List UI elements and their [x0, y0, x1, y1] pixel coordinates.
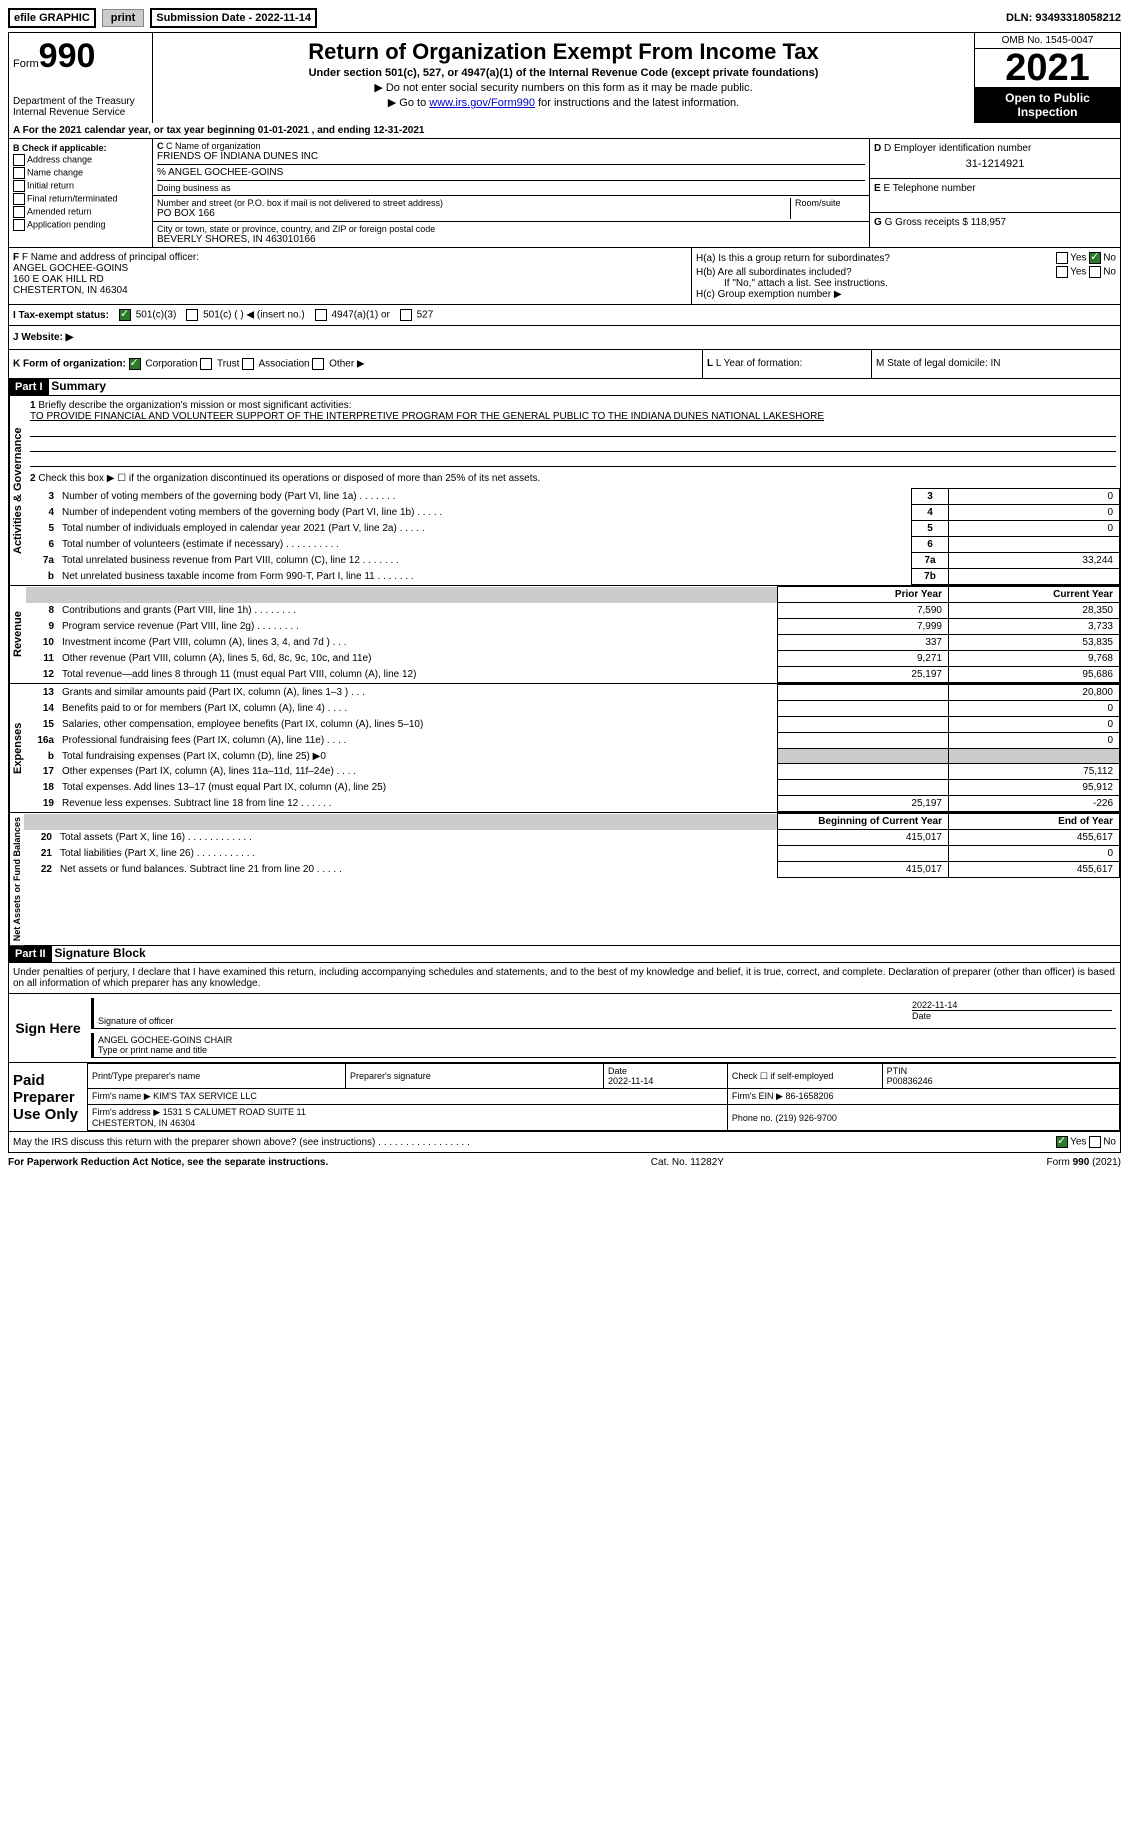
check-b: B Check if applicable: Address change Na…: [9, 139, 153, 247]
cb-pending[interactable]: Application pending: [13, 219, 148, 231]
submission-box: Submission Date - 2022-11-14: [150, 8, 317, 28]
dln: DLN: 93493318058212: [1006, 12, 1121, 24]
website-row: J Website: ▶: [8, 326, 1121, 350]
efile-label: efile GRAPHIC: [8, 8, 96, 28]
irs-link[interactable]: www.irs.gov/Form990: [429, 97, 535, 109]
form-header: Form990 Department of the Treasury Inter…: [8, 32, 1121, 123]
activities-governance: Activities & Governance 1 Briefly descri…: [8, 396, 1121, 586]
cb-name[interactable]: Name change: [13, 167, 148, 179]
cb-initial[interactable]: Initial return: [13, 180, 148, 192]
revenue-section: Revenue Prior YearCurrent Year8Contribut…: [8, 586, 1121, 684]
cb-final[interactable]: Final return/terminated: [13, 193, 148, 205]
paid-preparer-block: Paid Preparer Use Only Print/Type prepar…: [8, 1063, 1121, 1132]
part1-header: Part I Summary: [8, 379, 1121, 396]
part2-header: Part II Signature Block: [8, 946, 1121, 963]
header-right: OMB No. 1545-0047 2021 Open to Public In…: [974, 33, 1120, 123]
expenses-section: Expenses 13Grants and similar amounts pa…: [8, 684, 1121, 813]
print-button[interactable]: print: [102, 9, 144, 27]
entity-mid: C C Name of organization FRIENDS OF INDI…: [153, 139, 869, 247]
form-title: Return of Organization Exempt From Incom…: [163, 39, 964, 65]
header-center: Return of Organization Exempt From Incom…: [153, 33, 974, 123]
cb-amended[interactable]: Amended return: [13, 206, 148, 218]
tax-status: I Tax-exempt status: 501(c)(3) 501(c) ( …: [8, 305, 1121, 326]
sign-here-block: Sign Here Signature of officer 2022-11-1…: [8, 994, 1121, 1063]
top-bar: efile GRAPHIC print Submission Date - 20…: [8, 8, 1121, 28]
header-left: Form990 Department of the Treasury Inter…: [9, 33, 153, 123]
row-k: K Form of organization: Corporation Trus…: [8, 350, 1121, 379]
cb-address[interactable]: Address change: [13, 154, 148, 166]
netassets-section: Net Assets or Fund Balances Beginning of…: [8, 813, 1121, 946]
discuss-row: May the IRS discuss this return with the…: [8, 1132, 1121, 1153]
entity-right: D D Employer identification number 31-12…: [869, 139, 1120, 247]
declaration: Under penalties of perjury, I declare th…: [8, 963, 1121, 994]
line-a: A For the 2021 calendar year, or tax yea…: [8, 123, 1121, 139]
footer: For Paperwork Reduction Act Notice, see …: [8, 1153, 1121, 1172]
entity-block: B Check if applicable: Address change Na…: [8, 139, 1121, 248]
row-f-h: F F Name and address of principal office…: [8, 248, 1121, 305]
